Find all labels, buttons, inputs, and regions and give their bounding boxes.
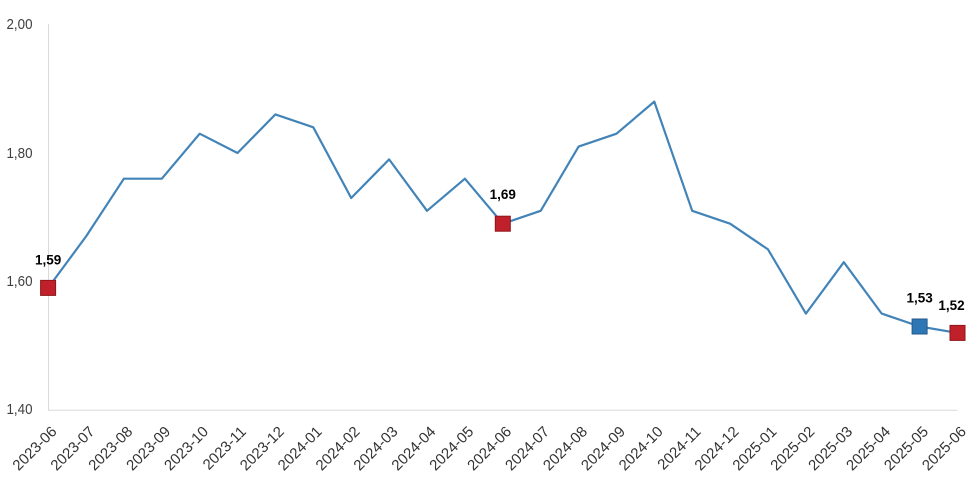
svg-text:1,60: 1,60 [7, 273, 33, 290]
svg-text:1,52: 1,52 [938, 298, 964, 313]
svg-text:1,40: 1,40 [7, 401, 33, 418]
svg-text:1,69: 1,69 [490, 187, 516, 202]
svg-text:1,80: 1,80 [7, 145, 33, 162]
svg-text:1,59: 1,59 [35, 253, 61, 268]
svg-text:2,00: 2,00 [7, 16, 33, 33]
svg-text:1,53: 1,53 [906, 291, 933, 306]
